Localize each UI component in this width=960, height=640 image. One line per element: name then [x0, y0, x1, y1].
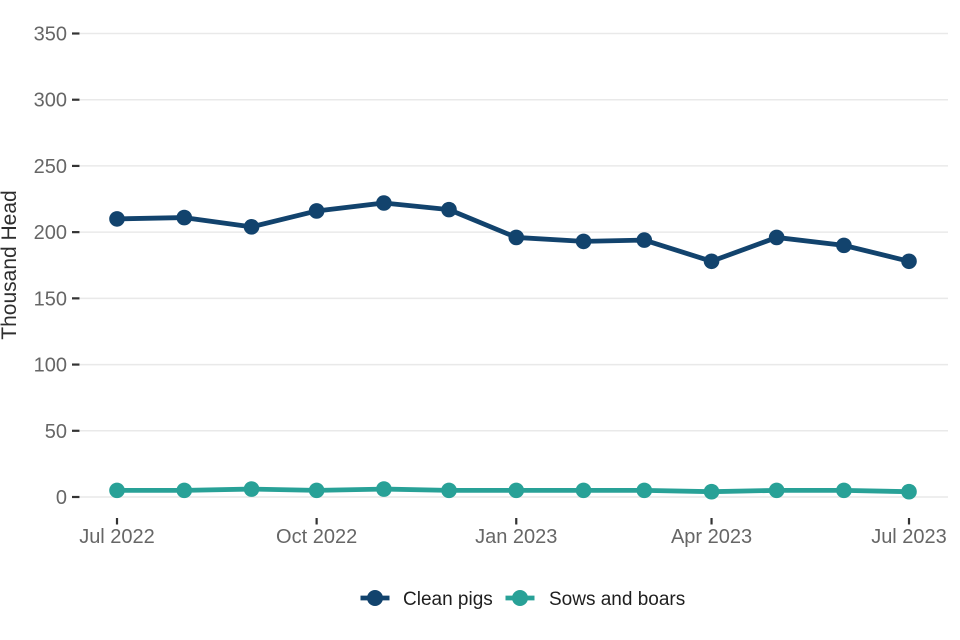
- data-point-clean-pigs-aug-2022: [176, 209, 193, 226]
- legend-label-clean-pigs: Clean pigs: [403, 589, 493, 610]
- data-point-sows-and-boars-apr-2023: [703, 483, 720, 500]
- data-point-sows-and-boars-aug-2022: [176, 482, 193, 499]
- data-point-sows-and-boars-dec-2022: [441, 482, 457, 499]
- data-point-sows-and-boars-oct-2022: [308, 482, 325, 499]
- data-point-sows-and-boars-mar-2023: [636, 482, 653, 499]
- data-point-clean-pigs-mar-2023: [636, 232, 653, 248]
- x-axis-tick-label: Apr 2023: [671, 526, 752, 548]
- data-point-clean-pigs-dec-2022: [441, 201, 457, 218]
- legend-label-sows-and-boars: Sows and boars: [549, 589, 685, 610]
- y-axis-tick-label: 200: [34, 222, 67, 244]
- legend-key-dot-sows-and-boars: [512, 590, 528, 606]
- x-axis-tick-label: Jan 2023: [475, 526, 557, 548]
- data-point-sows-and-boars-jul-2023: [901, 483, 917, 500]
- data-point-clean-pigs-jun-2023: [836, 237, 852, 254]
- y-axis-title: Thousand Head: [0, 190, 21, 339]
- y-axis-tick-label: 150: [34, 288, 67, 310]
- data-point-sows-and-boars-jul-2022: [109, 482, 125, 499]
- data-point-sows-and-boars-sep-2022: [243, 481, 260, 497]
- y-axis-tick-label: 300: [34, 90, 67, 112]
- y-axis-tick-label: 350: [34, 23, 67, 45]
- legend-key-dot-clean-pigs: [367, 590, 383, 606]
- data-point-clean-pigs-jul-2023: [901, 253, 917, 270]
- x-axis-tick-label: Jul 2022: [79, 526, 155, 548]
- data-point-sows-and-boars-nov-2022: [376, 481, 392, 497]
- data-point-clean-pigs-oct-2022: [308, 203, 325, 219]
- y-axis-tick-label: 100: [34, 355, 67, 377]
- x-axis-tick-label: Oct 2022: [276, 526, 357, 548]
- data-point-clean-pigs-apr-2023: [703, 253, 720, 270]
- x-axis-tick-label: Jul 2023: [871, 526, 947, 548]
- data-point-sows-and-boars-feb-2023: [575, 482, 592, 499]
- data-point-clean-pigs-nov-2022: [376, 195, 392, 211]
- y-axis-tick-label: 0: [56, 487, 67, 509]
- y-axis-tick-label: 250: [34, 156, 67, 178]
- data-point-clean-pigs-may-2023: [768, 229, 785, 246]
- data-point-clean-pigs-feb-2023: [575, 233, 592, 250]
- data-point-sows-and-boars-jun-2023: [836, 482, 852, 499]
- data-point-clean-pigs-jul-2022: [109, 211, 125, 227]
- data-point-clean-pigs-jan-2023: [508, 229, 525, 246]
- y-axis-tick-label: 50: [45, 421, 67, 443]
- data-point-clean-pigs-sep-2022: [243, 219, 260, 235]
- data-point-sows-and-boars-may-2023: [768, 482, 785, 499]
- data-point-sows-and-boars-jan-2023: [508, 482, 525, 499]
